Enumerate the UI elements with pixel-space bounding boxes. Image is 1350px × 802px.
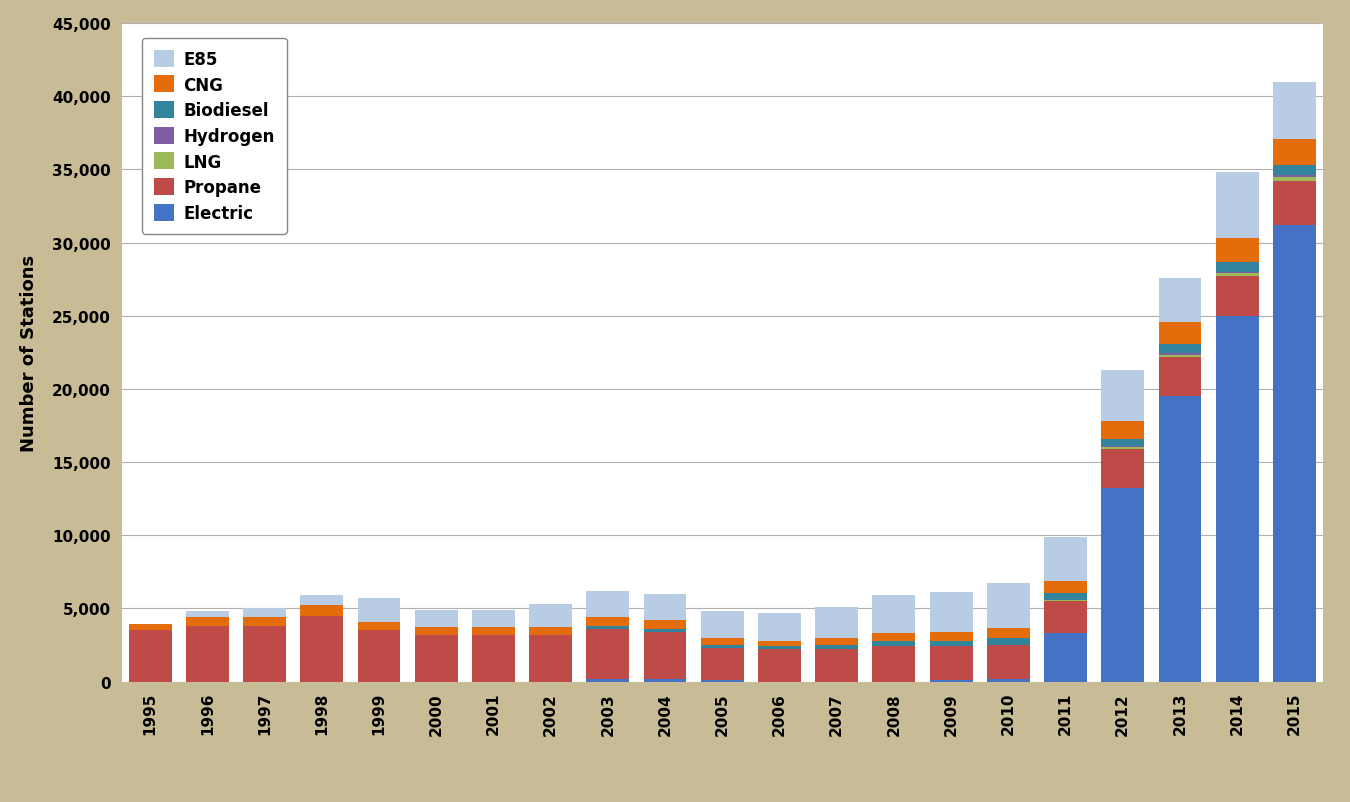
Bar bbox=[1273, 140, 1316, 166]
Bar bbox=[1158, 357, 1202, 397]
Bar bbox=[414, 635, 458, 682]
Bar bbox=[300, 616, 343, 682]
Bar bbox=[815, 607, 859, 638]
Bar bbox=[1158, 345, 1202, 354]
Bar bbox=[1216, 316, 1258, 682]
Bar bbox=[987, 583, 1030, 628]
Bar bbox=[1102, 371, 1145, 422]
Bar bbox=[757, 650, 801, 682]
Bar bbox=[757, 613, 801, 641]
Bar bbox=[529, 604, 572, 628]
Bar bbox=[1102, 448, 1145, 449]
Bar bbox=[128, 630, 171, 682]
Bar bbox=[586, 591, 629, 618]
Bar bbox=[186, 618, 228, 626]
Bar bbox=[701, 612, 744, 638]
Bar bbox=[1273, 83, 1316, 140]
Bar bbox=[1216, 273, 1258, 274]
Bar bbox=[1158, 279, 1202, 323]
Bar bbox=[987, 645, 1030, 678]
Bar bbox=[586, 626, 629, 629]
Bar bbox=[872, 646, 915, 682]
Bar bbox=[644, 632, 687, 678]
Bar bbox=[358, 630, 401, 682]
Bar bbox=[644, 629, 687, 632]
Bar bbox=[414, 610, 458, 628]
Bar bbox=[1102, 449, 1145, 488]
Bar bbox=[243, 609, 286, 618]
Bar bbox=[1158, 355, 1202, 357]
Bar bbox=[987, 628, 1030, 638]
Bar bbox=[586, 678, 629, 682]
Bar bbox=[586, 629, 629, 678]
Bar bbox=[930, 632, 972, 641]
Bar bbox=[1044, 593, 1087, 600]
Bar bbox=[872, 642, 915, 646]
Bar bbox=[757, 641, 801, 646]
Bar bbox=[300, 606, 343, 616]
Bar bbox=[243, 626, 286, 682]
Bar bbox=[186, 612, 228, 618]
Bar bbox=[128, 625, 171, 630]
Bar bbox=[243, 618, 286, 626]
Bar bbox=[1102, 439, 1145, 447]
Bar bbox=[1273, 166, 1316, 176]
Bar bbox=[1044, 581, 1087, 593]
Bar bbox=[300, 595, 343, 606]
Bar bbox=[1044, 634, 1087, 682]
Bar bbox=[1216, 274, 1258, 277]
Bar bbox=[930, 641, 972, 646]
Bar bbox=[872, 634, 915, 642]
Bar bbox=[815, 645, 859, 650]
Bar bbox=[815, 650, 859, 682]
Bar bbox=[1273, 176, 1316, 177]
Bar bbox=[815, 638, 859, 645]
Bar bbox=[1102, 488, 1145, 682]
Bar bbox=[987, 678, 1030, 682]
Bar bbox=[472, 610, 514, 628]
Bar bbox=[1102, 422, 1145, 439]
Bar bbox=[586, 618, 629, 626]
Bar bbox=[1273, 225, 1316, 682]
Bar bbox=[1273, 177, 1316, 182]
Bar bbox=[1273, 182, 1316, 225]
Bar bbox=[930, 680, 972, 682]
Bar bbox=[1216, 173, 1258, 239]
Bar bbox=[701, 645, 744, 648]
Bar bbox=[872, 595, 915, 634]
Y-axis label: Number of Stations: Number of Stations bbox=[20, 254, 38, 452]
Bar bbox=[529, 628, 572, 635]
Bar bbox=[1158, 323, 1202, 345]
Bar bbox=[1044, 602, 1087, 634]
Bar bbox=[1216, 239, 1258, 262]
Bar bbox=[1044, 538, 1087, 581]
Bar bbox=[757, 646, 801, 650]
Bar bbox=[186, 626, 228, 682]
Bar bbox=[644, 678, 687, 682]
Bar bbox=[644, 620, 687, 629]
Bar bbox=[701, 680, 744, 682]
Bar bbox=[1216, 277, 1258, 316]
Bar bbox=[414, 628, 458, 635]
Bar bbox=[701, 648, 744, 680]
Bar bbox=[472, 628, 514, 635]
Bar bbox=[930, 646, 972, 680]
Bar bbox=[701, 638, 744, 645]
Bar bbox=[1216, 262, 1258, 273]
Bar bbox=[529, 635, 572, 682]
Legend: E85, CNG, Biodiesel, Hydrogen, LNG, Propane, Electric: E85, CNG, Biodiesel, Hydrogen, LNG, Prop… bbox=[142, 39, 286, 234]
Bar bbox=[930, 593, 972, 632]
Bar bbox=[472, 635, 514, 682]
Bar bbox=[1102, 447, 1145, 448]
Bar bbox=[1158, 397, 1202, 682]
Bar bbox=[987, 638, 1030, 645]
Bar bbox=[1158, 354, 1202, 355]
Bar bbox=[644, 594, 687, 620]
Bar bbox=[358, 622, 401, 630]
Bar bbox=[358, 598, 401, 622]
